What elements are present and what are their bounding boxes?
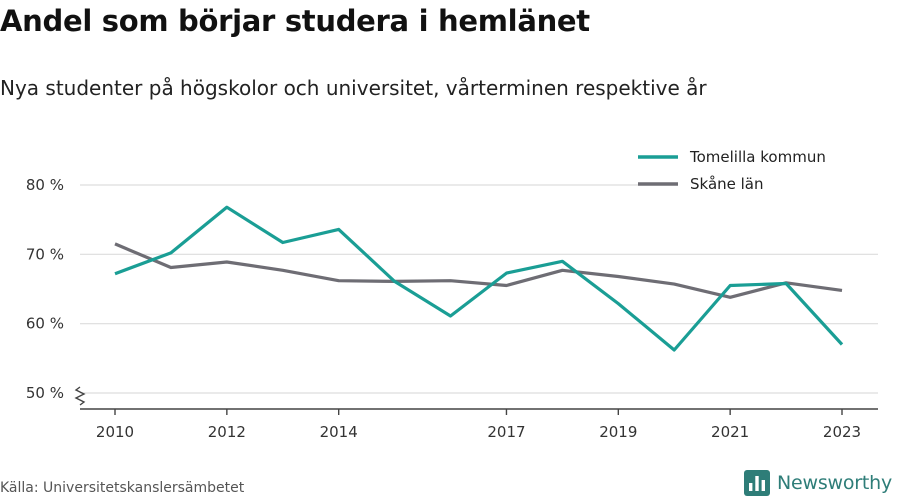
- legend-label-tomelilla-kommun: Tomelilla kommun: [689, 148, 826, 166]
- y-axis-break-icon: [74, 386, 86, 406]
- series-line-tomelilla-kommun: [114, 205, 844, 352]
- brand-name: Newsworthy: [777, 472, 893, 494]
- y-tick-label-70: 70 %: [26, 245, 64, 263]
- x-tick-label-2017: 2017: [487, 423, 525, 441]
- chart-title: Andel som börjar studera i hemlänet: [0, 4, 590, 38]
- brand: Newsworthy: [744, 468, 892, 498]
- x-tick-label-2019: 2019: [599, 423, 637, 441]
- y-tick-label-50: 50 %: [26, 384, 64, 402]
- series-line-skane-lan: [114, 242, 843, 299]
- x-tick-label-2012: 2012: [208, 423, 246, 441]
- bar-chart-logo-icon: [744, 470, 770, 496]
- y-tick-label-60: 60 %: [26, 315, 64, 333]
- x-tick-label-2023: 2023: [823, 423, 861, 441]
- y-tick-label-80: 80 %: [26, 176, 64, 194]
- source-note: Källa: Universitetskanslersämbetet: [0, 480, 245, 496]
- x-tick-label-2021: 2021: [711, 423, 749, 441]
- legend-label-skane-lan: Skåne län: [690, 175, 764, 193]
- chart-subtitle: Nya studenter på högskolor och universit…: [0, 76, 707, 100]
- x-tick-label-2010: 2010: [96, 423, 134, 441]
- x-tick-label-2014: 2014: [320, 423, 358, 441]
